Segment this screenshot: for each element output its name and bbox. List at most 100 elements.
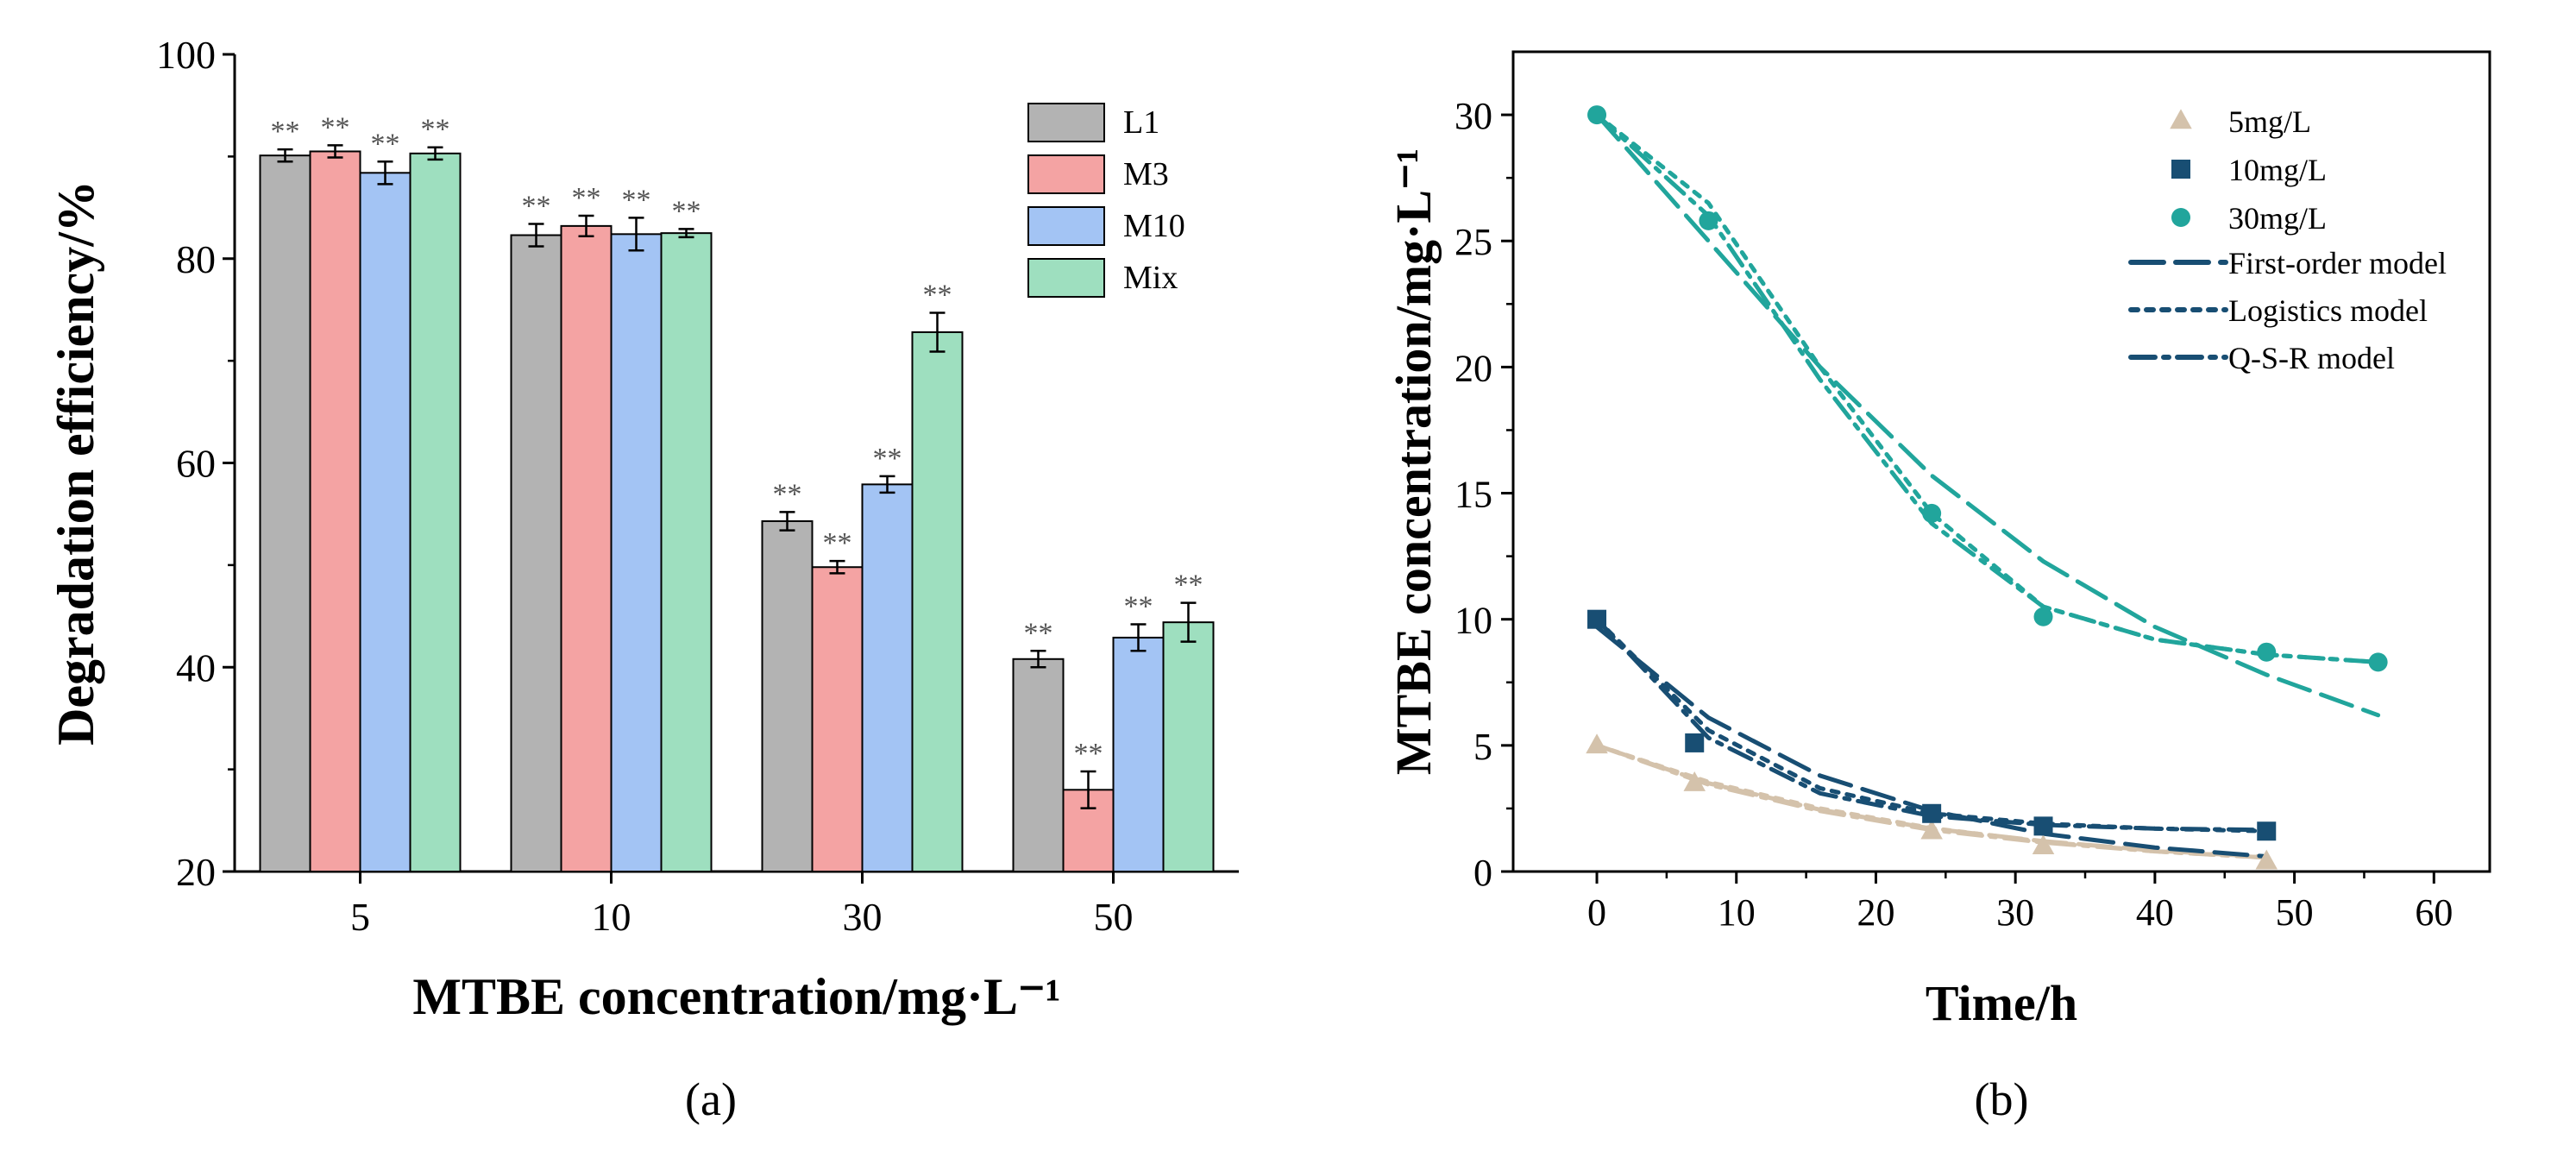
y-tick-label: 60 (176, 442, 216, 486)
data-point (2257, 642, 2277, 662)
y-tick-label: 25 (1454, 221, 1492, 263)
data-point (1683, 771, 1706, 791)
data-point (1922, 803, 1942, 823)
data-point (1586, 733, 1608, 754)
legend-marker (2170, 109, 2192, 129)
significance-label: ** (572, 182, 601, 214)
legend-swatch (1027, 154, 1105, 194)
panel-label-a: (a) (685, 1073, 737, 1125)
bar (811, 566, 864, 872)
legend-label: M3 (1123, 156, 1169, 192)
bar (761, 519, 814, 872)
significance-label: ** (873, 443, 902, 475)
x-tick-label: 10 (1718, 891, 1756, 934)
legend-label: M10 (1123, 208, 1185, 244)
y-tick-label: 40 (176, 645, 216, 689)
data-point (2257, 821, 2277, 841)
y-tick-label: 20 (176, 850, 216, 894)
x-tick-label: 50 (1094, 895, 1134, 939)
x-tick-label: 30 (1996, 891, 2034, 934)
data-point (2033, 816, 2053, 836)
significance-label: ** (1174, 570, 1203, 601)
bar (409, 152, 462, 873)
significance-label: ** (271, 116, 300, 148)
y-axis-title: MTBE concentration/mg·L⁻¹ (1385, 148, 1442, 775)
significance-label: ** (421, 114, 450, 146)
y-tick-label: 5 (1473, 726, 1492, 768)
x-tick-label: 10 (592, 895, 631, 939)
significance-label: ** (622, 184, 651, 216)
bar (1162, 621, 1215, 872)
data-point (2255, 849, 2278, 870)
data-point (1922, 503, 1942, 523)
legend-marker (2171, 208, 2190, 227)
bar (1112, 636, 1165, 872)
significance-label: ** (672, 195, 701, 227)
bar (1012, 658, 1065, 873)
data-point (2368, 652, 2388, 672)
data-point (1685, 733, 1705, 752)
fit-curve (1594, 112, 2381, 664)
panel-b-scatter-chart: 0 10 20 30 40 50 60 0 5 10 15 20 25 30 5mg/L 10mg/L 30mg… (1385, 50, 2491, 1125)
significance-label: ** (773, 478, 802, 510)
bar (660, 232, 713, 872)
bar (911, 330, 964, 873)
legend-label: 10mg/L (2228, 153, 2327, 187)
legend-swatch (1027, 103, 1105, 142)
bar (259, 154, 311, 873)
bar (861, 483, 914, 872)
significance-label: ** (1024, 617, 1053, 649)
fit-curve (1594, 112, 2381, 664)
legend-marker (2171, 160, 2190, 179)
data-point (1587, 609, 1607, 629)
y-tick-label: 10 (1454, 600, 1492, 642)
data-point (1699, 211, 1718, 230)
bar (359, 172, 412, 872)
significance-label: ** (923, 279, 952, 311)
data-point (2032, 834, 2055, 855)
legend-label: Logistics model (2228, 293, 2428, 328)
bar (560, 224, 613, 872)
significance-label: ** (321, 111, 350, 143)
y-tick-label: 100 (156, 33, 216, 77)
panel-label-b: (b) (1975, 1073, 2029, 1125)
fit-curve (1594, 617, 2269, 833)
significance-label: ** (522, 191, 551, 223)
legend-label: First-order model (2228, 246, 2447, 280)
fit-curve (1594, 743, 2269, 860)
x-axis-title: Time/h (1926, 975, 2077, 1031)
significance-label: ** (823, 527, 852, 559)
significance-label: ** (1124, 591, 1153, 623)
data-point (2033, 607, 2053, 626)
y-tick-label: 30 (1454, 95, 1492, 137)
plot-frame (1511, 50, 2491, 873)
legend-label: Q-S-R model (2228, 341, 2395, 375)
panel-a-bar-chart: 20 40 60 80 100 ** ** ** ** 5 ** ** ** ** 10 ** ** ** ** 30… (47, 33, 1239, 1125)
data-point (1920, 819, 1943, 840)
bar (510, 234, 562, 872)
legend-swatch (1027, 206, 1105, 246)
fit-curve (1594, 743, 2269, 859)
legend-label: Mix (1123, 260, 1178, 296)
y-tick-label: 0 (1473, 852, 1492, 894)
x-tick-label: 50 (2276, 891, 2314, 934)
legend-label: L1 (1123, 104, 1159, 141)
y-tick-label: 20 (1454, 347, 1492, 389)
data-point (1587, 105, 1607, 125)
x-tick-label: 0 (1587, 891, 1606, 934)
significance-label: ** (1074, 738, 1103, 770)
x-tick-label: 5 (350, 895, 370, 939)
fit-curve (1594, 112, 2381, 718)
significance-label: ** (371, 128, 400, 160)
y-axis-title: Degradation efficiency/% (47, 180, 104, 746)
y-tick-label: 15 (1454, 474, 1492, 516)
x-tick-label: 30 (843, 895, 883, 939)
bar (309, 150, 361, 873)
y-tick-label: 80 (176, 237, 216, 281)
x-tick-label: 60 (2415, 891, 2453, 934)
x-tick-label: 40 (2136, 891, 2174, 934)
fit-curve (1594, 743, 2269, 860)
x-axis-title: MTBE concentration/mg·L⁻¹ (412, 968, 1060, 1025)
legend-label: 30mg/L (2228, 201, 2327, 236)
